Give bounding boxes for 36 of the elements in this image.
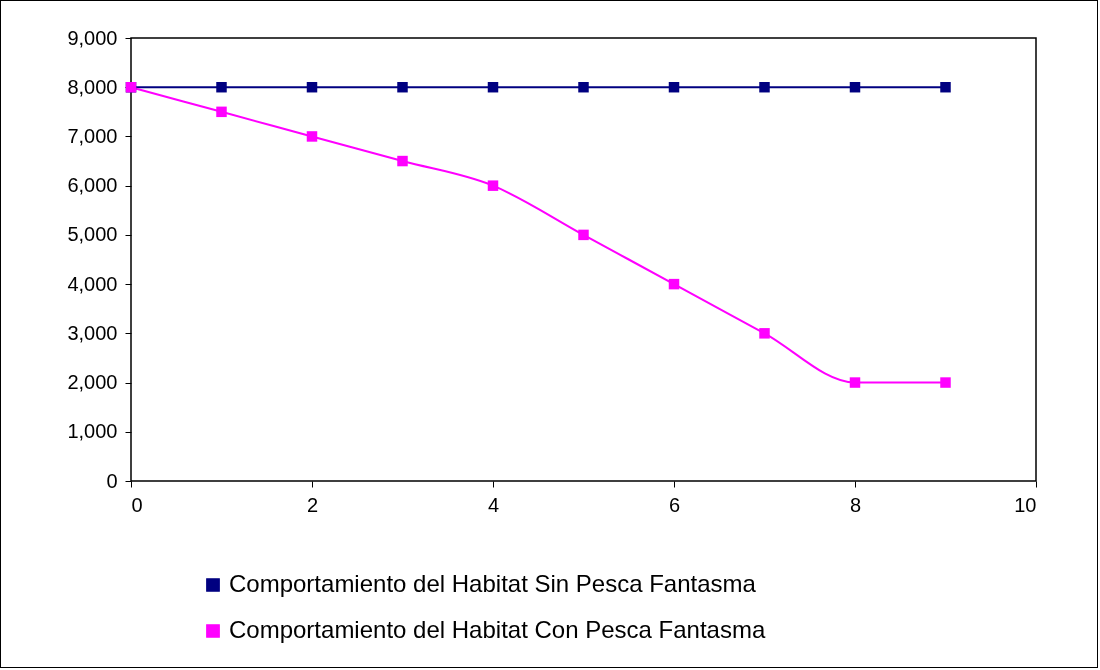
x-tick-label: 10 (1014, 493, 1037, 516)
legend-label: Comportamiento del Habitat Sin Pesca Fantasma (229, 570, 757, 597)
point (487, 180, 499, 191)
y-tick-label: 8,000 (67, 75, 118, 98)
point (578, 229, 589, 241)
x-tick-label: 2 (306, 493, 319, 516)
point (306, 81, 318, 93)
x-tick-label: 6 (668, 493, 681, 516)
point (397, 81, 408, 93)
y-tick-label: 1,000 (67, 420, 118, 443)
point (487, 81, 499, 93)
point (668, 81, 680, 93)
y-tick-label: 5,000 (67, 223, 118, 246)
point (578, 81, 589, 93)
point (216, 106, 227, 118)
y-tick-label: 9,000 (67, 26, 118, 49)
point (216, 81, 227, 93)
x-tick-label: 8 (849, 493, 862, 516)
point (668, 278, 680, 290)
point (940, 377, 951, 388)
point (849, 377, 861, 388)
y-tick-label: 0 (106, 469, 118, 492)
y-tick-label: 7,000 (67, 124, 118, 147)
x-tick-label: 0 (131, 493, 143, 516)
point (849, 81, 861, 93)
y-tick-label: 4,000 (67, 272, 118, 295)
point (759, 328, 770, 339)
point (759, 81, 770, 93)
y-tick-label: 3,000 (67, 321, 118, 344)
point (940, 81, 951, 93)
y-tick-label: 6,000 (67, 174, 118, 197)
point (397, 155, 408, 167)
legend-label: Comportamiento del Habitat Con Pesca Fantasma (229, 616, 766, 643)
point (306, 131, 318, 142)
y-tick-label: 2,000 (67, 371, 118, 394)
x-tick-label: 4 (487, 493, 500, 516)
